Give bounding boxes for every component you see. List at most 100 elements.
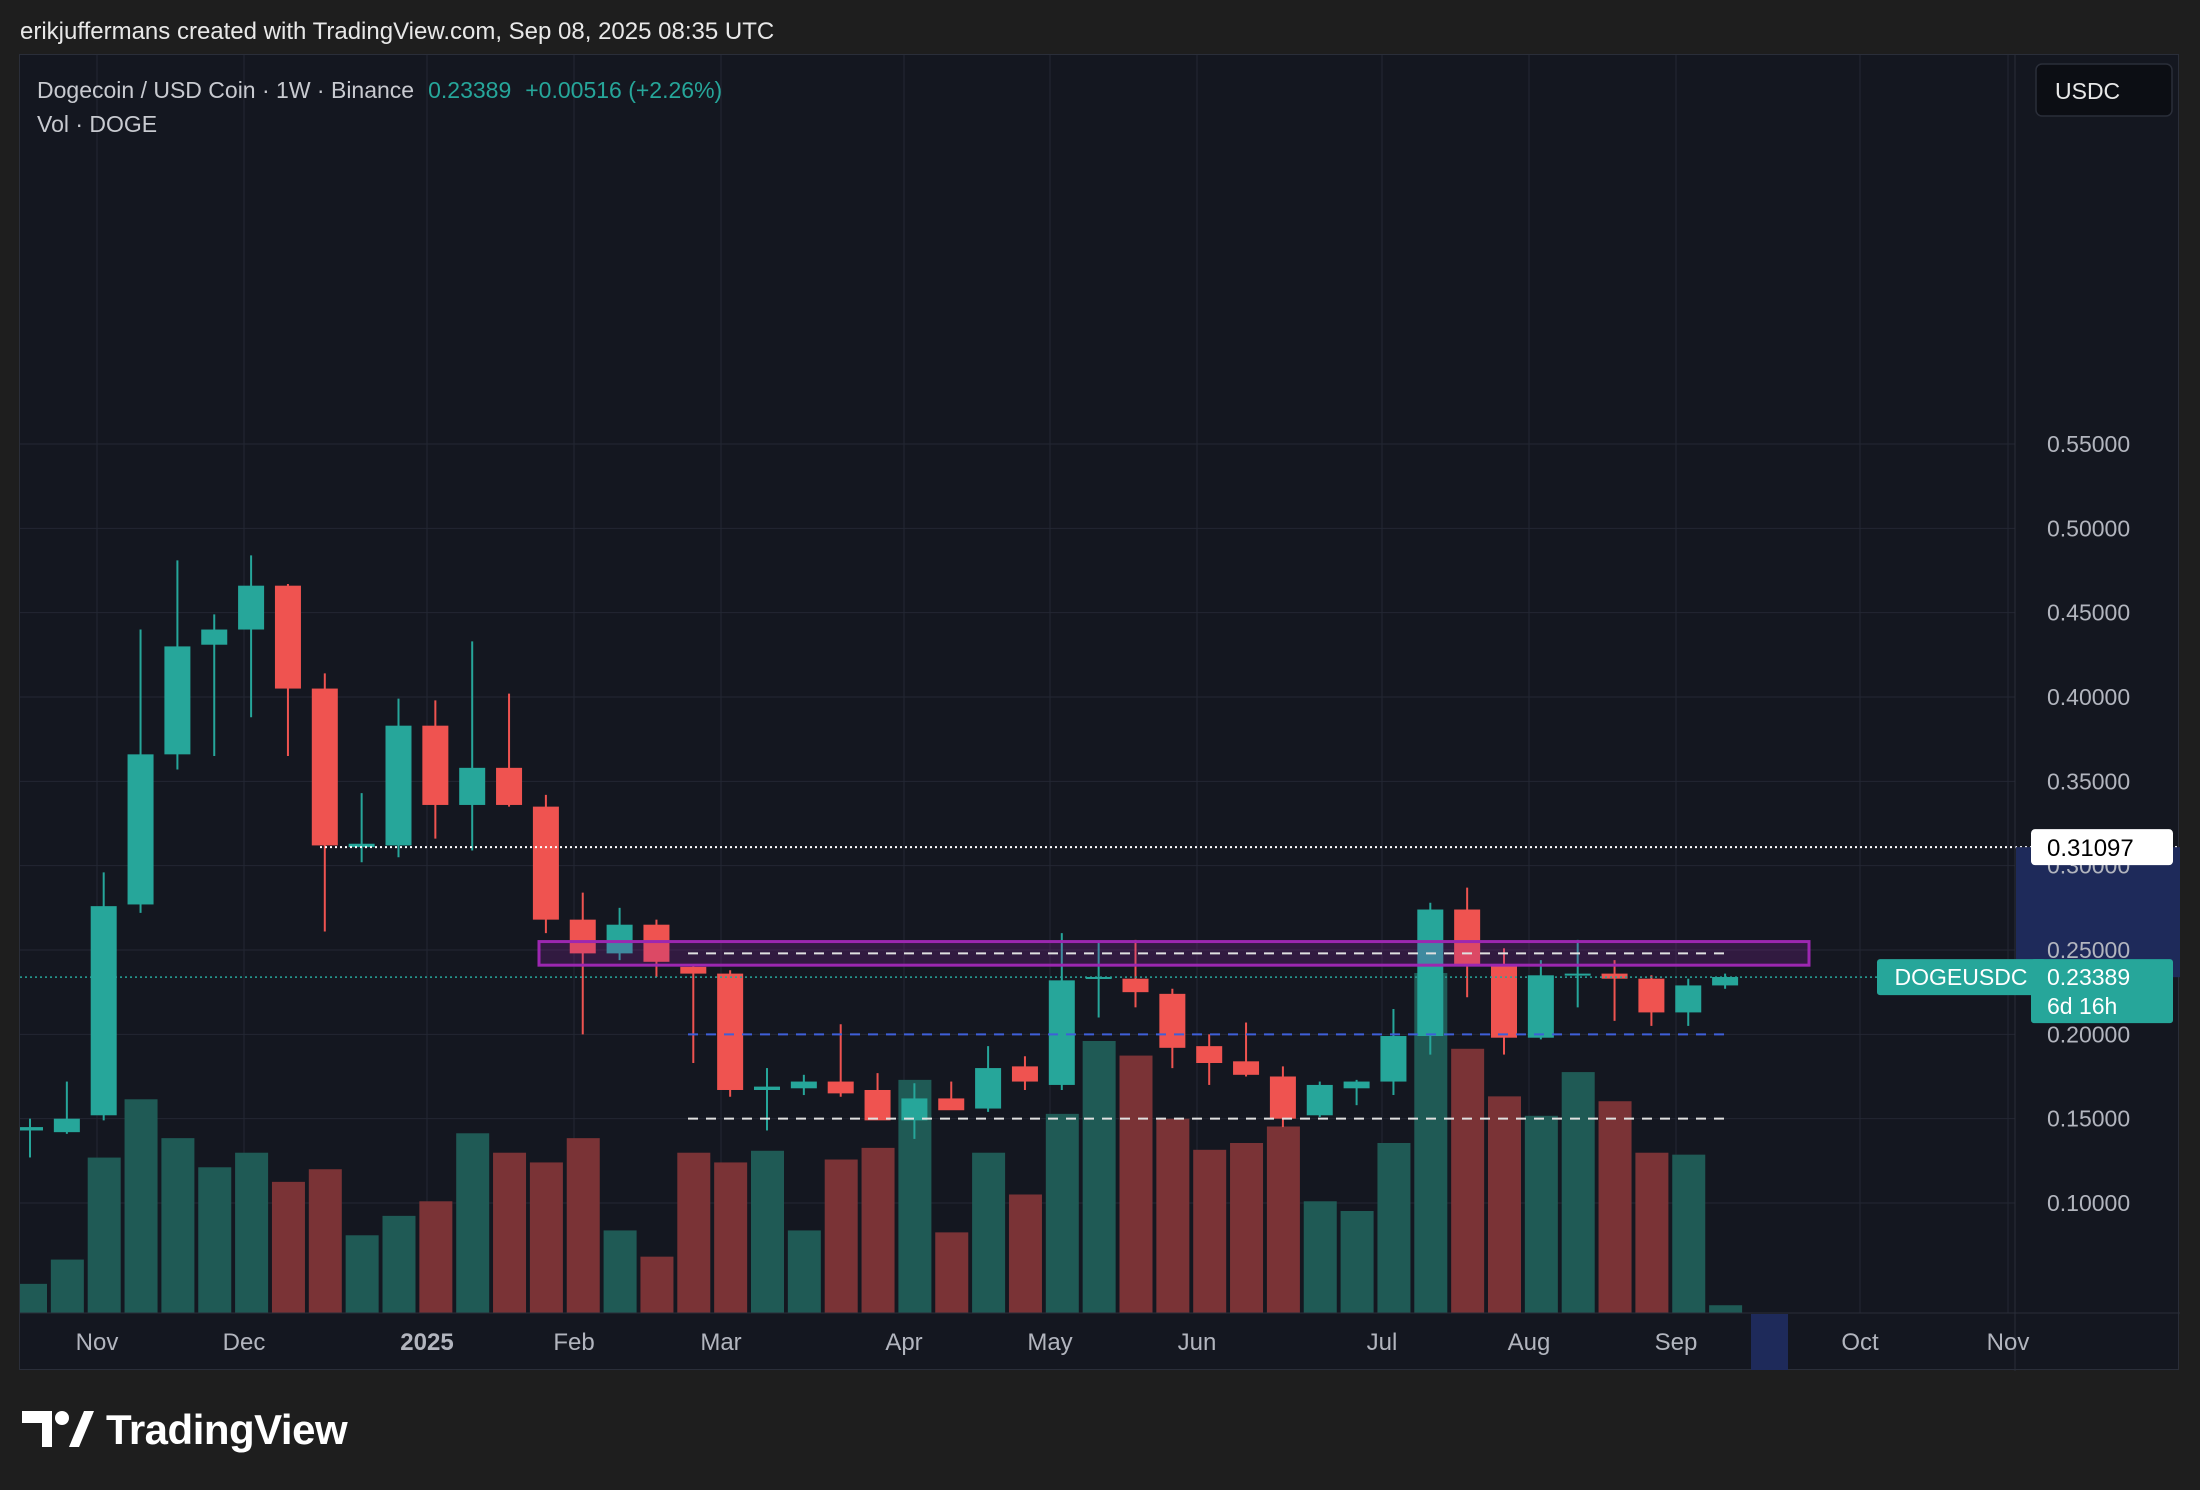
chart-caption: erikjuffermans created with TradingView.… — [20, 18, 775, 45]
candle-body — [1675, 985, 1702, 1013]
volume-bar — [1377, 1143, 1411, 1313]
volume-bar — [235, 1152, 269, 1313]
candle-body — [422, 725, 449, 805]
legend-change: +0.00516 (+2.26%) — [525, 77, 722, 103]
chart-frame[interactable]: 0.55000 0.50000 0.45000 0.40000 0.35000 0.300… — [19, 54, 2180, 1371]
x-axis-label: Nov — [76, 1329, 119, 1356]
volume-bar — [1156, 1118, 1190, 1313]
volume-bar — [1709, 1305, 1743, 1313]
candle-body — [1601, 973, 1628, 979]
candle-body — [1306, 1084, 1333, 1116]
x-axis-label: 2025 — [400, 1329, 453, 1356]
candle-body — [901, 1098, 928, 1121]
volume-bars — [20, 973, 1743, 1313]
candle-body — [643, 924, 670, 962]
volume-bar — [1598, 1101, 1632, 1313]
volume-bar — [640, 1256, 674, 1313]
candle-body — [1491, 965, 1517, 1038]
candle-body — [1233, 1061, 1260, 1075]
x-axis-label: Jul — [1367, 1329, 1398, 1356]
candle-body — [1712, 976, 1739, 986]
candle-body — [20, 1127, 43, 1131]
y-tick-label: 0.25000 — [2047, 937, 2130, 963]
level-tag-text: 0.31097 — [2047, 835, 2134, 862]
volume-bar — [1340, 1211, 1374, 1313]
candle-body — [827, 1081, 854, 1094]
candle-body — [201, 629, 228, 645]
candle-body — [1122, 978, 1149, 993]
candle-body — [1564, 973, 1591, 976]
price-range-highlight — [2016, 847, 2180, 978]
candle-body — [532, 806, 559, 920]
volume-bar — [493, 1152, 527, 1313]
x-axis-label: Dec — [223, 1329, 266, 1356]
tradingview-brand[interactable]: TradingView — [22, 1406, 348, 1454]
volume-bar — [1266, 1126, 1300, 1313]
candle-body — [1343, 1081, 1370, 1089]
currency-button-label: USDC — [2055, 78, 2120, 104]
x-axis-label: Mar — [700, 1329, 741, 1356]
volume-bar — [20, 1283, 47, 1313]
x-axis-label: Aug — [1508, 1329, 1551, 1356]
candle-body — [754, 1086, 780, 1090]
volume-bar — [1193, 1149, 1227, 1313]
volume-bar — [751, 1150, 784, 1313]
volume-bar — [345, 1235, 379, 1313]
volume-bar — [714, 1162, 748, 1313]
volume-bar — [972, 1152, 1006, 1313]
candle-body — [238, 585, 265, 630]
volume-bar — [1672, 1154, 1706, 1313]
candle-body — [385, 725, 412, 846]
y-tick-label: 0.15000 — [2047, 1106, 2130, 1132]
candle-body — [1085, 976, 1112, 979]
candle-body — [127, 754, 154, 905]
candle-body — [1011, 1066, 1038, 1082]
candle-body — [1269, 1076, 1296, 1119]
price-chart[interactable]: 0.550000.500000.450000.400000.350000.300… — [20, 55, 2180, 1371]
candle-body — [1159, 993, 1186, 1048]
x-axis-label: Sep — [1655, 1329, 1698, 1356]
currency-button[interactable] — [2035, 63, 2173, 117]
candle-body — [864, 1089, 891, 1121]
candle-body — [938, 1098, 965, 1111]
volume-bar — [382, 1215, 416, 1313]
y-tick-label: 0.55000 — [2047, 431, 2130, 457]
volume-bar — [529, 1162, 563, 1313]
volume-bar — [1635, 1152, 1669, 1313]
volume-bar — [861, 1147, 895, 1313]
x-axis-label: Jun — [1178, 1329, 1217, 1356]
y-tick-label: 0.40000 — [2047, 684, 2130, 710]
volume-bar — [1451, 1048, 1485, 1313]
legend-price: 0.23389 — [428, 77, 511, 103]
candle-body — [90, 906, 117, 1116]
volume-bar — [87, 1157, 121, 1313]
candle-body — [164, 646, 191, 755]
x-axis-label: Nov — [1987, 1329, 2030, 1356]
legend-symbol: Dogecoin / USD Coin · 1W · Binance — [37, 77, 414, 103]
candle-body — [790, 1081, 817, 1089]
candle-body — [569, 919, 596, 954]
candle-body — [717, 973, 744, 1090]
x-axis-label: Oct — [1841, 1329, 1879, 1356]
price-tag — [2031, 959, 2173, 1024]
symbol-tag — [1877, 959, 2046, 996]
volume-bar — [935, 1232, 969, 1313]
brand-name: TradingView — [106, 1406, 348, 1453]
candle-body — [1638, 978, 1665, 1013]
candle-body — [680, 966, 707, 974]
legend-volume: Vol · DOGE — [37, 111, 157, 137]
candle-body — [1196, 1046, 1223, 1064]
volume-bar — [198, 1167, 232, 1313]
volume-bar — [1230, 1143, 1264, 1313]
legend-line-1: Dogecoin / USD Coin · 1W · Binance 0.2338… — [37, 77, 722, 103]
volume-bar — [1488, 1096, 1521, 1313]
price-tag-text: 0.23389 — [2047, 964, 2130, 990]
x-axis-label: May — [1027, 1329, 1072, 1356]
candle-body — [311, 688, 338, 846]
volume-bar — [566, 1138, 600, 1313]
candle-body — [496, 767, 523, 805]
volume-bar — [1045, 1113, 1079, 1313]
volume-bar — [787, 1230, 821, 1313]
candlesticks — [20, 555, 1739, 1158]
candle-body — [1417, 909, 1444, 1037]
